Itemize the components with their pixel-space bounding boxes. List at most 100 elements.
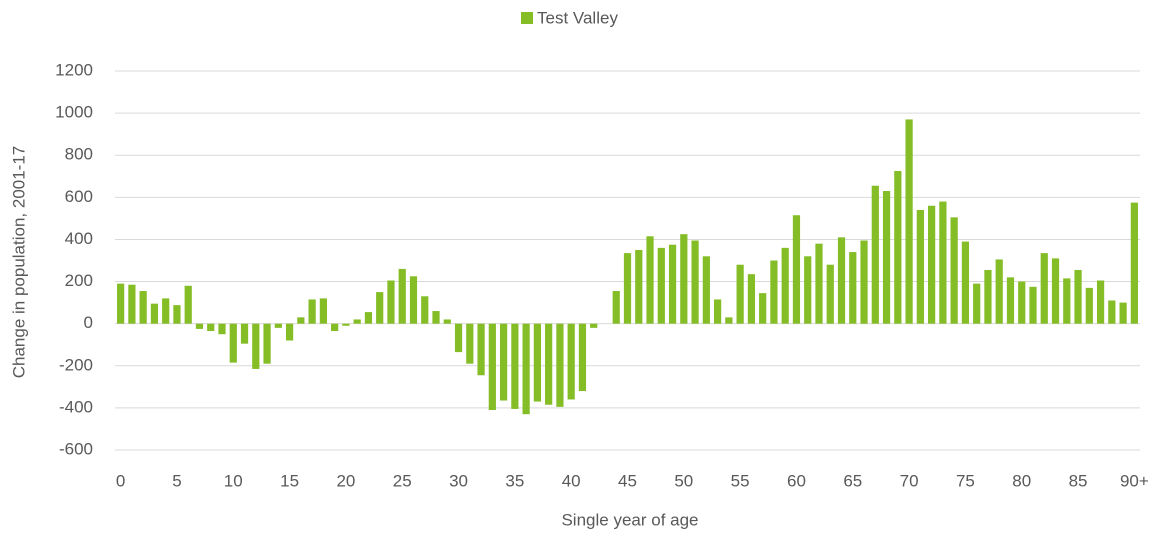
bar [646, 236, 654, 324]
x-tick-label: 70 [900, 471, 919, 490]
bar [1040, 253, 1048, 324]
y-tick-label: -600 [59, 439, 93, 458]
bar [522, 323, 530, 415]
bar [218, 323, 226, 335]
y-tick-label: 800 [65, 145, 93, 164]
bar [747, 274, 756, 324]
y-axis-title: Change in population, 2001-17 [9, 146, 28, 379]
bar [1074, 269, 1082, 324]
bar [894, 171, 902, 324]
bar [488, 323, 496, 410]
bar [792, 215, 801, 324]
bar [1096, 280, 1105, 324]
bar [714, 299, 722, 324]
x-tick-label: 25 [393, 471, 412, 490]
x-tick-label: 60 [787, 471, 806, 490]
y-tick-label: 600 [65, 187, 93, 206]
x-tick-label: 15 [280, 471, 299, 490]
bar [916, 209, 924, 324]
bar [139, 291, 147, 324]
x-tick-label: 45 [618, 471, 637, 490]
bar [387, 280, 395, 324]
x-tick-label: 40 [562, 471, 581, 490]
bar [331, 323, 339, 332]
bar [995, 259, 1003, 324]
bar [184, 285, 192, 324]
bar [556, 323, 564, 407]
y-tick-label: -200 [59, 355, 93, 374]
bar [1130, 202, 1138, 324]
bar [635, 249, 643, 324]
bar [1085, 287, 1093, 324]
x-tick-label: 75 [956, 471, 975, 490]
bar [454, 323, 463, 353]
x-tick-label: 65 [843, 471, 862, 490]
bar [150, 303, 159, 324]
bar [702, 256, 710, 324]
bar [657, 247, 665, 324]
bar [623, 253, 632, 324]
bar [285, 323, 294, 341]
bar [128, 284, 136, 324]
bar [1029, 286, 1037, 324]
bar [173, 305, 181, 324]
bar [1051, 258, 1060, 324]
x-tick-label: 90+ [1120, 471, 1149, 490]
bar [263, 323, 271, 364]
bar [308, 299, 316, 324]
bar [837, 237, 846, 324]
bar [252, 323, 260, 369]
bar [590, 323, 598, 328]
bar [680, 234, 688, 324]
bar [961, 241, 970, 324]
bar [499, 323, 508, 401]
bar [578, 323, 587, 392]
bar [240, 323, 249, 344]
y-tick-label: 400 [65, 229, 93, 248]
bar [849, 252, 857, 324]
bar [195, 323, 204, 329]
x-tick-label: 10 [224, 471, 243, 490]
bar [1018, 281, 1026, 324]
bar [668, 244, 677, 324]
legend-label: Test Valley [537, 8, 618, 27]
x-axis-title: Single year of age [561, 510, 698, 529]
bar [297, 317, 305, 324]
bar [939, 201, 947, 324]
y-tick-label: -400 [59, 397, 93, 416]
bar [533, 323, 541, 402]
bar [398, 268, 406, 324]
bar [545, 323, 553, 405]
bar [117, 283, 125, 324]
x-tick-label: 50 [674, 471, 693, 490]
x-tick-label: 30 [449, 471, 468, 490]
bar [759, 293, 767, 324]
bar [905, 119, 913, 324]
bar [860, 240, 868, 324]
bar [725, 317, 733, 324]
bar [1006, 277, 1015, 324]
y-tick-label: 1000 [55, 103, 93, 122]
bar [928, 205, 936, 324]
x-tick-label: 35 [505, 471, 524, 490]
bar [207, 323, 215, 332]
bar [804, 256, 812, 324]
bar [353, 319, 361, 324]
bar [319, 298, 327, 324]
y-tick-label: 200 [65, 271, 93, 290]
y-tick-label: 1200 [55, 60, 93, 79]
bar [1063, 278, 1071, 324]
bar [466, 323, 474, 364]
bar [950, 217, 958, 324]
x-tick-label: 55 [731, 471, 750, 490]
bar [511, 323, 519, 409]
x-tick-label: 5 [172, 471, 181, 490]
x-tick-label: 80 [1012, 471, 1031, 490]
x-tick-label: 85 [1069, 471, 1088, 490]
bar [443, 319, 451, 324]
bar [162, 298, 170, 324]
bar [364, 312, 373, 324]
y-tick-label: 0 [84, 313, 93, 332]
bar [409, 276, 418, 324]
